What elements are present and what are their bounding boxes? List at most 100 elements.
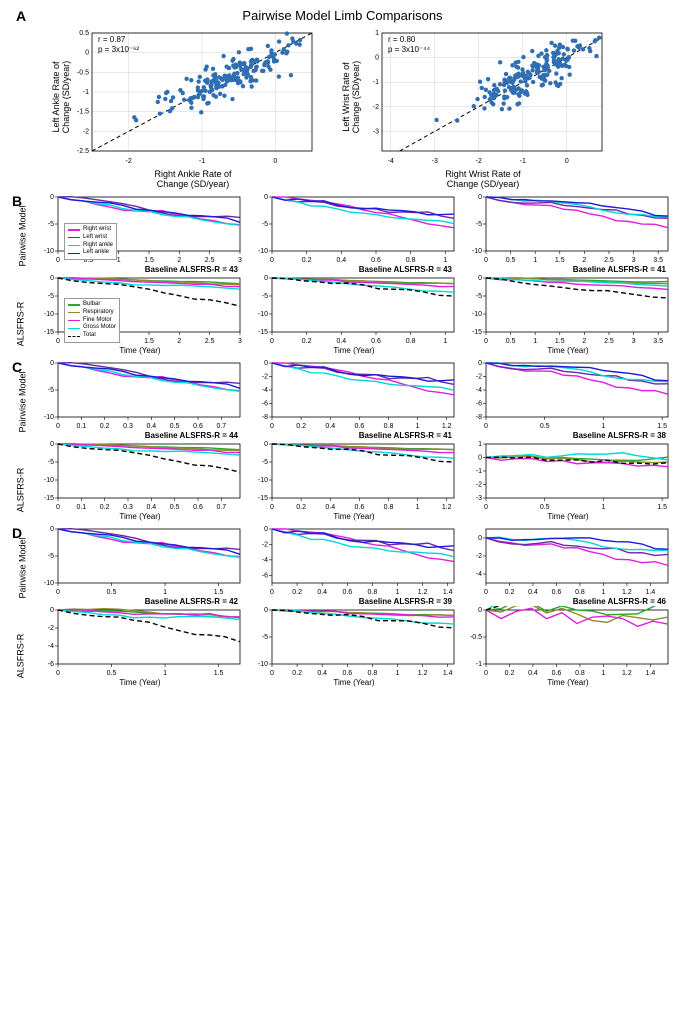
svg-text:0.4: 0.4 [528,670,538,677]
svg-text:-3: -3 [432,158,438,165]
svg-text:2: 2 [582,338,586,345]
svg-text:-1: -1 [83,89,89,96]
figure-root: A Pairwise Model Limb Comparisons Left A… [0,0,685,699]
svg-text:-5: -5 [262,221,268,228]
svg-text:0.6: 0.6 [552,670,562,677]
svg-text:0.5: 0.5 [506,338,516,345]
svg-text:3: 3 [238,338,242,345]
svg-text:-5: -5 [476,293,482,300]
svg-text:0.3: 0.3 [123,504,133,511]
svg-text:-5: -5 [48,293,54,300]
panel-c: CPairwise Model00.10.20.30.40.50.60.7-10… [8,359,677,521]
svg-text:-4: -4 [388,158,394,165]
svg-text:1: 1 [163,589,167,596]
xlabel-ankle: Right Ankle Rate ofChange (SD/year) [68,169,318,189]
svg-text:1.2: 1.2 [418,589,428,596]
svg-text:0: 0 [264,194,268,201]
svg-text:-1: -1 [373,79,379,86]
svg-text:-10: -10 [472,248,482,255]
svg-text:-2: -2 [83,128,89,135]
stats-ankle: r = 0.87 p = 3x10⁻⁶² [98,35,139,54]
svg-text:-10: -10 [44,414,54,421]
svg-text:-10: -10 [258,248,268,255]
svg-text:2: 2 [177,257,181,264]
svg-text:1: 1 [416,504,420,511]
svg-text:-5: -5 [48,553,54,560]
svg-text:-10: -10 [258,661,268,668]
svg-text:-10: -10 [44,311,54,318]
scatter-ankle: Left Ankle Rate ofChange (SD/year) -2-10… [68,27,318,189]
svg-text:-2: -2 [476,374,482,381]
svg-text:0.2: 0.2 [296,504,306,511]
svg-text:0.7: 0.7 [216,504,226,511]
svg-text:-3: -3 [476,495,482,502]
svg-text:0.4: 0.4 [528,589,538,596]
svg-text:1: 1 [601,670,605,677]
svg-text:-8: -8 [476,414,482,421]
svg-text:0.5: 0.5 [79,30,89,37]
svg-text:1: 1 [533,338,537,345]
svg-text:0: 0 [478,275,482,282]
svg-text:-4: -4 [262,557,268,564]
svg-text:0.5: 0.5 [540,423,550,430]
svg-text:0: 0 [270,423,274,430]
svg-text:1: 1 [601,504,605,511]
svg-text:2.5: 2.5 [604,338,614,345]
svg-text:0: 0 [56,670,60,677]
ylabel-wrist: Left Wrist Rate ofChange (SD/year) [341,52,361,142]
svg-text:1.4: 1.4 [443,589,453,596]
svg-text:-5: -5 [48,387,54,394]
panel-d: DPairwise Model00.511.5-10-50Baseline AL… [8,525,677,687]
svg-text:-6: -6 [262,401,268,408]
svg-text:0.2: 0.2 [505,589,515,596]
svg-text:0: 0 [270,504,274,511]
svg-text:-15: -15 [44,329,54,336]
svg-text:1: 1 [601,423,605,430]
svg-text:0.6: 0.6 [342,670,352,677]
svg-text:0.6: 0.6 [193,423,203,430]
svg-text:0.4: 0.4 [146,423,156,430]
svg-text:-10: -10 [258,477,268,484]
svg-text:0: 0 [484,423,488,430]
svg-text:0.2: 0.2 [302,257,312,264]
svg-text:1: 1 [396,670,400,677]
svg-text:-10: -10 [44,580,54,587]
svg-text:1.5: 1.5 [144,338,154,345]
svg-text:0.4: 0.4 [325,504,335,511]
svg-text:0: 0 [565,158,569,165]
panel-a: A Pairwise Model Limb Comparisons Left A… [8,8,677,189]
svg-text:0: 0 [264,275,268,282]
r-ankle: r = 0.87 [98,35,139,45]
svg-text:1: 1 [478,441,482,448]
svg-text:-5: -5 [48,221,54,228]
svg-text:-1: -1 [476,661,482,668]
svg-text:1: 1 [416,423,420,430]
svg-text:0.8: 0.8 [406,257,416,264]
svg-text:1: 1 [396,589,400,596]
svg-text:0.6: 0.6 [371,338,381,345]
svg-text:-2: -2 [476,482,482,489]
svg-text:0: 0 [478,607,482,614]
svg-text:-0.5: -0.5 [77,69,89,76]
svg-text:1.2: 1.2 [442,504,452,511]
svg-text:2.5: 2.5 [205,257,215,264]
svg-text:3: 3 [632,257,636,264]
svg-text:0: 0 [50,526,54,533]
svg-text:0.5: 0.5 [540,504,550,511]
svg-text:0.5: 0.5 [107,670,117,677]
svg-text:0: 0 [56,423,60,430]
svg-text:0.6: 0.6 [342,589,352,596]
svg-text:1: 1 [163,670,167,677]
svg-text:0.6: 0.6 [552,589,562,596]
svg-text:-10: -10 [44,477,54,484]
svg-text:1.2: 1.2 [418,670,428,677]
svg-text:0.4: 0.4 [317,670,327,677]
svg-text:1.5: 1.5 [214,670,224,677]
main-title: Pairwise Model Limb Comparisons [8,8,677,23]
ylabel-ankle: Left Ankle Rate ofChange (SD/year) [51,52,71,142]
svg-text:-5: -5 [262,634,268,641]
svg-text:0.8: 0.8 [384,423,394,430]
svg-text:0: 0 [50,275,54,282]
svg-text:0.5: 0.5 [170,423,180,430]
svg-text:0.8: 0.8 [384,504,394,511]
